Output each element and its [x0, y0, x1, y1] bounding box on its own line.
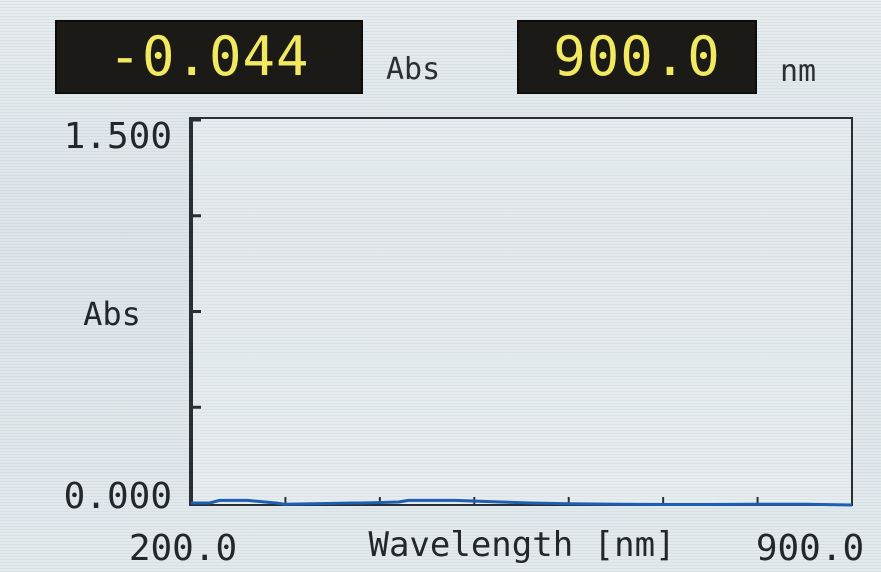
y-tick-label-min: 0.000: [64, 476, 172, 517]
spectrum-trace: [191, 498, 853, 507]
y-tick-label-max: 1.500: [64, 116, 172, 157]
x-tick-label-min: 200.0: [129, 528, 237, 569]
y-axis-title: Abs: [83, 295, 141, 333]
x-tick-label-max: 900.0: [756, 528, 864, 569]
absorbance-unit-label: Abs: [386, 52, 441, 87]
wavelength-unit-label: nm: [780, 54, 817, 89]
plot-area: [189, 117, 853, 506]
x-axis-title: Wavelength [nm]: [368, 525, 675, 565]
wavelength-readout: 900.0: [517, 20, 757, 94]
absorbance-value: -0.044: [108, 25, 310, 88]
wavelength-value: 900.0: [553, 25, 721, 88]
absorbance-readout: -0.044: [55, 20, 363, 94]
